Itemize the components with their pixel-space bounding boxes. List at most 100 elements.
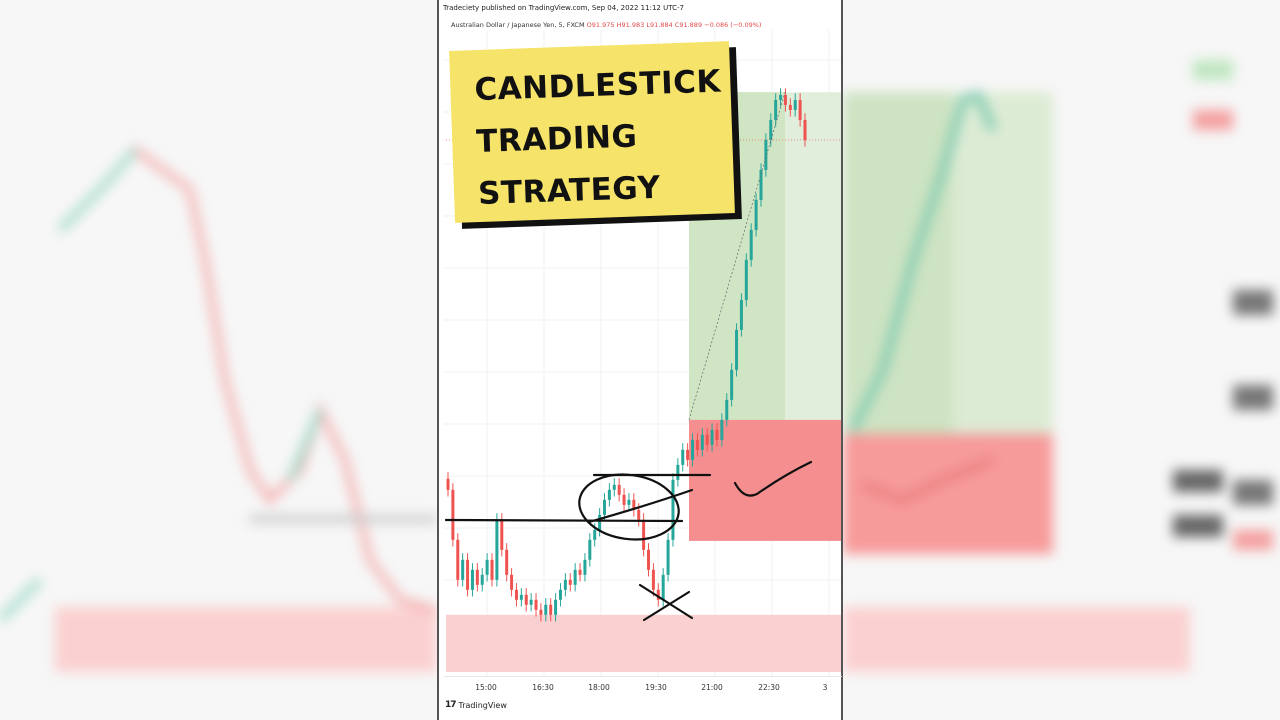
candle-body bbox=[451, 489, 455, 540]
candle-body bbox=[539, 609, 543, 615]
tradingview-logo-icon: 17 bbox=[445, 700, 456, 710]
candle-body bbox=[647, 549, 651, 570]
loss-zone bbox=[689, 419, 841, 541]
candle-body bbox=[793, 99, 797, 110]
candle-body bbox=[739, 299, 743, 330]
candle-body bbox=[730, 369, 734, 400]
drawn-circle bbox=[578, 473, 680, 541]
candle-body bbox=[617, 484, 621, 495]
candle-body bbox=[505, 549, 509, 575]
x-tick: 16:30 bbox=[532, 683, 554, 692]
candle-body bbox=[583, 559, 587, 575]
candle-body bbox=[803, 119, 807, 140]
candle-body bbox=[524, 594, 528, 605]
candle-body bbox=[598, 514, 602, 530]
candle-body bbox=[700, 434, 704, 450]
candle-body bbox=[710, 429, 714, 445]
candle-body bbox=[568, 579, 572, 585]
change-value: −0.086 (−0.09%) bbox=[704, 21, 762, 29]
x-tick: 18:00 bbox=[588, 683, 610, 692]
candle-body bbox=[558, 589, 562, 600]
candle-body bbox=[656, 589, 660, 600]
candle-body bbox=[588, 539, 592, 560]
published-caption: Tradeciety published on TradingView.com,… bbox=[443, 4, 684, 12]
high-value: H91.983 bbox=[616, 21, 645, 29]
candle-body bbox=[769, 119, 773, 140]
candle-body bbox=[779, 94, 783, 100]
candle-body bbox=[475, 569, 479, 585]
candle-body bbox=[519, 594, 523, 600]
support-zone bbox=[446, 614, 841, 672]
drawn-curve bbox=[587, 488, 694, 524]
candle-body bbox=[691, 439, 695, 460]
candle-body bbox=[705, 434, 709, 445]
candle-body bbox=[470, 569, 474, 590]
drawn-checkmark bbox=[733, 460, 813, 497]
candle-body bbox=[774, 99, 778, 120]
candle-body bbox=[651, 569, 655, 590]
candle-body bbox=[514, 589, 518, 600]
candle-body bbox=[720, 419, 724, 440]
candle-body bbox=[788, 104, 792, 110]
tradingview-logo-text: TradingView bbox=[458, 700, 507, 710]
candle-body bbox=[671, 479, 675, 540]
x-tick: 3 bbox=[822, 683, 828, 692]
drawn-resistance-line bbox=[444, 518, 684, 523]
candle-body bbox=[715, 429, 719, 440]
candle-body bbox=[607, 489, 611, 500]
candle-body bbox=[661, 574, 665, 600]
candle-body bbox=[490, 559, 494, 580]
candle-body bbox=[759, 169, 763, 200]
drawn-x-mark bbox=[642, 590, 691, 622]
candle-body bbox=[622, 494, 626, 505]
blurred-background-left bbox=[0, 0, 437, 720]
candle-body bbox=[764, 139, 768, 170]
candle-body bbox=[749, 229, 753, 260]
candle-body bbox=[754, 199, 758, 230]
candle-body bbox=[563, 579, 567, 590]
candle-body bbox=[695, 439, 699, 450]
title-line: TRADING bbox=[475, 118, 638, 161]
candle-body bbox=[602, 499, 606, 515]
candle-body bbox=[783, 94, 787, 105]
x-tick: 15:00 bbox=[475, 683, 497, 692]
low-value: L91.884 bbox=[646, 21, 673, 29]
candle-body bbox=[495, 519, 499, 580]
candle-body bbox=[676, 464, 680, 480]
candle-body bbox=[485, 559, 489, 575]
symbol-name: Australian Dollar / Japanese Yen, 5, FXC… bbox=[451, 21, 585, 29]
candle-body bbox=[446, 478, 450, 490]
candle-body bbox=[627, 499, 631, 505]
title-line: STRATEGY bbox=[477, 169, 662, 213]
candle-body bbox=[466, 559, 470, 590]
candle-body bbox=[612, 484, 616, 490]
candle-body bbox=[666, 539, 670, 575]
candle-body bbox=[554, 599, 558, 615]
candle-body bbox=[573, 569, 577, 585]
candle-body bbox=[642, 519, 646, 550]
candle-body bbox=[632, 499, 636, 510]
blurred-background-right bbox=[843, 0, 1280, 720]
candle-body bbox=[456, 539, 460, 580]
x-tick: 21:00 bbox=[701, 683, 723, 692]
candle-body bbox=[637, 509, 641, 520]
drawn-x-mark bbox=[638, 583, 694, 620]
candle-body bbox=[510, 574, 514, 590]
x-tick: 19:30 bbox=[645, 683, 667, 692]
candle-body bbox=[744, 259, 748, 300]
candle-body bbox=[686, 449, 690, 460]
x-tick: 22:30 bbox=[758, 683, 780, 692]
candle-body bbox=[593, 529, 597, 540]
title-line: CANDLESTICK bbox=[473, 63, 722, 109]
tradingview-logo[interactable]: 17 TradingView bbox=[445, 700, 507, 710]
candle-body bbox=[549, 604, 553, 615]
time-axis: 15:00 16:30 18:00 19:30 21:00 22:30 3 bbox=[444, 676, 842, 697]
candle-body bbox=[529, 599, 533, 605]
candle-body bbox=[725, 399, 729, 420]
candle-body bbox=[480, 574, 484, 585]
close-value: C91.889 bbox=[674, 21, 703, 29]
candle-body bbox=[735, 329, 739, 370]
candle-body bbox=[534, 599, 538, 610]
candle-body bbox=[578, 569, 582, 575]
candle-body bbox=[461, 559, 465, 580]
